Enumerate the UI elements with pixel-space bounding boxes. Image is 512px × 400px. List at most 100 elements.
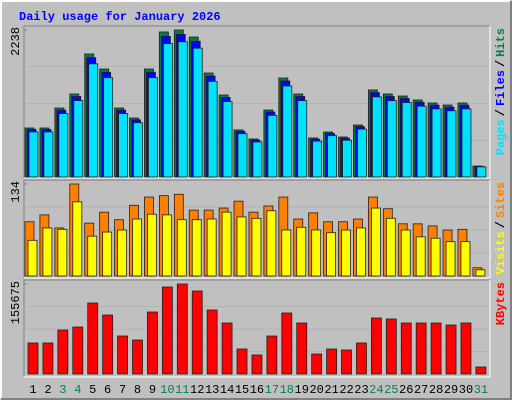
bar — [132, 339, 143, 375]
bar — [207, 80, 218, 178]
bar — [237, 133, 248, 178]
plot-border-light — [24, 280, 491, 378]
bar — [87, 235, 98, 277]
bar — [415, 322, 427, 375]
x-tick-label: 15 — [235, 383, 249, 397]
bar — [476, 166, 487, 178]
bar — [445, 241, 456, 277]
x-tick-label: 19 — [295, 383, 309, 397]
bar — [416, 105, 427, 178]
legend-entry: Hits — [494, 28, 508, 57]
bar — [43, 131, 54, 178]
x-tick-label: 5 — [89, 383, 96, 397]
bar — [28, 131, 39, 178]
bar — [445, 324, 457, 375]
plot-border-dark — [23, 279, 490, 377]
bar — [296, 322, 308, 375]
bar — [87, 302, 99, 375]
bar — [282, 85, 293, 178]
bar — [27, 342, 39, 375]
y-tick-label: 155675 — [9, 281, 23, 324]
bar — [326, 348, 338, 375]
legend: KBytes — [494, 282, 508, 325]
plot-border-dark — [23, 25, 490, 178]
bar — [103, 77, 114, 178]
x-tick-label: 22 — [339, 383, 353, 397]
bar — [147, 213, 157, 277]
bar — [57, 228, 68, 277]
x-tick-label: 28 — [429, 383, 443, 397]
bar — [297, 100, 308, 178]
legend-entry: KBytes — [494, 282, 508, 325]
bar — [147, 311, 158, 375]
bar — [430, 322, 442, 375]
bar — [475, 269, 486, 277]
bar — [400, 322, 412, 375]
x-tick-label: 18 — [280, 383, 294, 397]
bar — [341, 349, 352, 375]
bar — [312, 140, 323, 178]
bar — [385, 217, 396, 277]
legend-separator: / — [494, 221, 508, 228]
bar — [357, 128, 367, 178]
bar — [342, 139, 352, 178]
bar — [176, 283, 188, 375]
x-tick-label: 11 — [175, 383, 189, 397]
bar — [148, 77, 158, 178]
bar — [133, 122, 143, 178]
bar — [42, 227, 53, 277]
x-tick-label: 26 — [399, 383, 413, 397]
legend-entry: Files — [494, 70, 508, 106]
bar — [461, 108, 472, 178]
bar — [401, 102, 412, 178]
bar — [356, 227, 366, 277]
bar — [475, 366, 487, 375]
bar — [176, 219, 187, 277]
plot-border-dark — [23, 179, 490, 278]
bar — [370, 207, 381, 277]
bar — [281, 229, 292, 277]
x-tick-label: 12 — [190, 383, 204, 397]
bar — [341, 229, 351, 277]
x-tick-label: 20 — [309, 383, 323, 397]
bar — [326, 232, 337, 277]
legend: Pages / Files / Hits — [494, 28, 508, 155]
x-tick-label: 4 — [74, 383, 81, 397]
legend-entry: Pages — [494, 119, 508, 155]
bar — [251, 354, 263, 375]
bar — [72, 326, 84, 375]
bar — [371, 96, 382, 178]
bar — [57, 329, 69, 375]
x-tick-label: 1 — [29, 383, 36, 397]
x-tick-label: 9 — [149, 383, 156, 397]
legend-separator: / — [494, 109, 508, 116]
bar — [385, 318, 397, 375]
legend-entry: Sites — [494, 182, 508, 218]
bar — [191, 219, 202, 277]
bar — [102, 314, 114, 375]
bar — [251, 217, 262, 277]
legend-entry: Visits — [494, 231, 508, 274]
bar — [102, 231, 113, 277]
bar — [132, 218, 142, 277]
bar — [370, 317, 382, 375]
bar — [177, 41, 188, 178]
bar — [117, 229, 127, 277]
x-tick-label: 25 — [384, 383, 398, 397]
x-tick-label: 23 — [354, 383, 368, 397]
bar — [460, 241, 471, 277]
legend: Visits / Sites — [494, 182, 508, 274]
bar — [266, 335, 278, 375]
x-tick-label: 16 — [250, 383, 264, 397]
plot-border-light — [24, 180, 491, 279]
bar — [281, 312, 293, 375]
x-tick-label: 27 — [414, 383, 428, 397]
bar — [58, 113, 69, 178]
bar — [296, 226, 307, 277]
y-tick-label: 134 — [9, 181, 23, 203]
bar — [327, 135, 338, 178]
bar — [431, 108, 442, 178]
bar — [117, 335, 128, 375]
